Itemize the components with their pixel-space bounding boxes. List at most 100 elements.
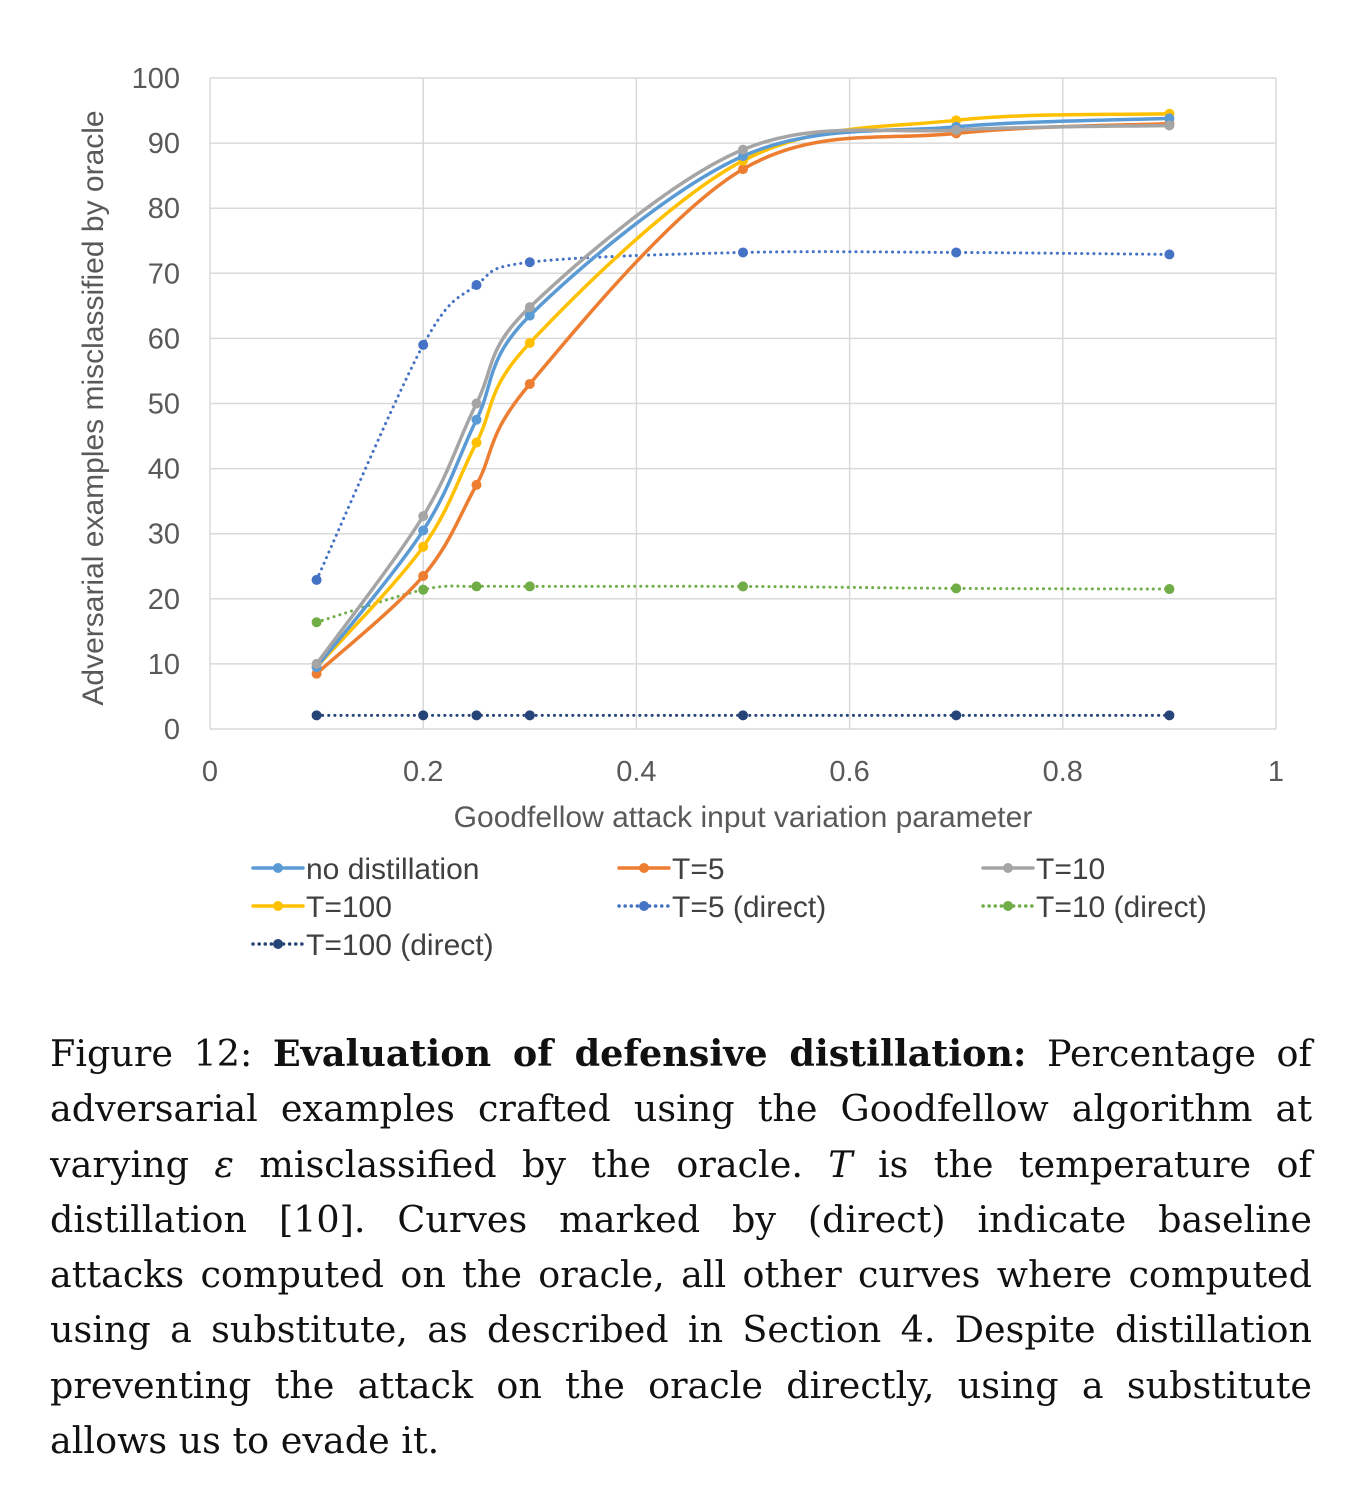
data-point: [951, 247, 962, 258]
caption-prefix: Figure 12:: [50, 1032, 273, 1075]
data-point: [471, 414, 482, 425]
series-line: [315, 584, 1171, 624]
figure-caption: Figure 12: Evaluation of defensive disti…: [50, 1026, 1312, 1468]
data-point: [418, 511, 429, 522]
y-tick-labels: 0 10 20 30 40 50 60 70 80 90 100: [132, 63, 180, 746]
line-chart: 0 10 20 30 40 50 60 70 80 90 100 0 0.2 0.4 0.6 0.8 1 Ad…: [77, 63, 1284, 962]
data-point: [738, 247, 748, 258]
legend-label: T=5: [672, 853, 725, 886]
legend-item: T=100 (direct): [251, 929, 494, 962]
y-tick-label: 40: [148, 454, 180, 486]
data-point: [418, 339, 429, 350]
x-tick-label: 0: [202, 756, 218, 788]
x-tick-label: 0.4: [616, 756, 656, 788]
x-tick-label: 0.8: [1043, 756, 1083, 788]
legend: no distillation T=5 T=10 T=100 T=5 (direct) T…: [251, 853, 1207, 962]
data-point: [738, 710, 748, 721]
y-tick-label: 10: [148, 649, 180, 681]
caption-text-2: misclassified by the oracle.: [233, 1142, 829, 1186]
legend-label: T=100 (direct): [306, 929, 494, 962]
caption-text-3: is the temperature of distillation [10].…: [50, 1142, 1312, 1463]
legend-label: T=100: [306, 891, 392, 924]
legend-item: no distillation: [251, 853, 479, 886]
y-tick-label: 20: [148, 584, 180, 616]
legend-item: T=100: [251, 891, 392, 924]
data-point: [738, 164, 748, 175]
data-point: [951, 125, 962, 136]
series-t-10: [311, 120, 1175, 669]
data-point: [418, 525, 429, 536]
data-point: [471, 398, 482, 409]
caption-bold-title: Evaluation of defensive distillation:: [272, 1032, 1027, 1075]
legend-swatch-marker: [273, 901, 283, 911]
data-point: [524, 581, 535, 592]
x-tick-label: 0.6: [829, 756, 869, 788]
legend-swatch-marker: [273, 863, 283, 873]
legend-swatch-marker: [1003, 901, 1013, 911]
data-point: [1164, 710, 1175, 721]
legend-label: T=5 (direct): [672, 891, 826, 924]
legend-item: T=10: [981, 853, 1105, 886]
data-point: [418, 710, 429, 721]
data-point: [951, 583, 962, 594]
series-line: [315, 250, 1171, 582]
data-point: [524, 337, 535, 348]
data-point: [418, 584, 429, 595]
data-point: [524, 378, 535, 389]
data-point: [471, 280, 482, 291]
data-point: [951, 710, 962, 721]
data-point: [1164, 249, 1175, 260]
legend-label: no distillation: [306, 853, 479, 886]
series-lines: [311, 108, 1175, 721]
caption-epsilon: ε: [214, 1142, 234, 1186]
data-point: [311, 710, 322, 721]
data-point: [471, 710, 482, 721]
legend-swatch-marker: [639, 863, 649, 873]
data-point: [471, 581, 482, 592]
y-tick-label: 70: [148, 258, 180, 290]
legend-swatch-marker: [273, 939, 283, 949]
grid-lines: [209, 77, 1277, 730]
caption-text-1: Percentage of adversarial examples craft…: [50, 1032, 1313, 1186]
y-tick-label: 0: [164, 714, 180, 746]
x-tick-labels: 0 0.2 0.4 0.6 0.8 1: [202, 756, 1284, 788]
data-point: [738, 581, 748, 592]
data-point: [738, 144, 748, 155]
x-tick-label: 1: [1268, 756, 1284, 788]
data-point: [311, 574, 322, 585]
data-point: [1164, 120, 1175, 131]
data-point: [524, 257, 535, 268]
legend-item: T=10 (direct): [981, 891, 1207, 924]
y-tick-label: 60: [148, 323, 180, 355]
y-tick-label: 50: [148, 389, 180, 421]
series-t-10-direct: [311, 581, 1175, 628]
legend-item: T=5: [617, 853, 725, 886]
legend-swatch-marker: [639, 901, 649, 911]
data-point: [418, 541, 429, 552]
series-t-5-direct: [311, 247, 1175, 585]
series-t-5: [311, 118, 1175, 679]
data-point: [471, 479, 482, 490]
data-point: [524, 302, 535, 313]
legend-swatch-marker: [1003, 863, 1013, 873]
series-t-100-direct: [311, 710, 1175, 721]
x-axis-title: Goodfellow attack input variation parame…: [454, 801, 1033, 834]
legend-label: T=10 (direct): [1036, 891, 1207, 924]
caption-temperature-symbol: T: [828, 1142, 853, 1186]
y-tick-label: 90: [148, 128, 180, 160]
data-point: [418, 571, 429, 582]
legend-item: T=5 (direct): [617, 891, 826, 924]
y-tick-label: 100: [132, 63, 180, 95]
data-point: [1164, 113, 1175, 124]
data-point: [524, 310, 535, 321]
x-tick-label: 0.2: [403, 756, 443, 788]
y-tick-label: 30: [148, 519, 180, 551]
y-axis-title: Adversarial examples misclassified by or…: [77, 110, 110, 705]
data-point: [1164, 584, 1175, 595]
data-point: [471, 437, 482, 448]
data-point: [311, 617, 322, 628]
data-point: [311, 658, 322, 669]
data-point: [524, 710, 535, 721]
y-tick-label: 80: [148, 193, 180, 225]
legend-label: T=10: [1036, 853, 1105, 886]
